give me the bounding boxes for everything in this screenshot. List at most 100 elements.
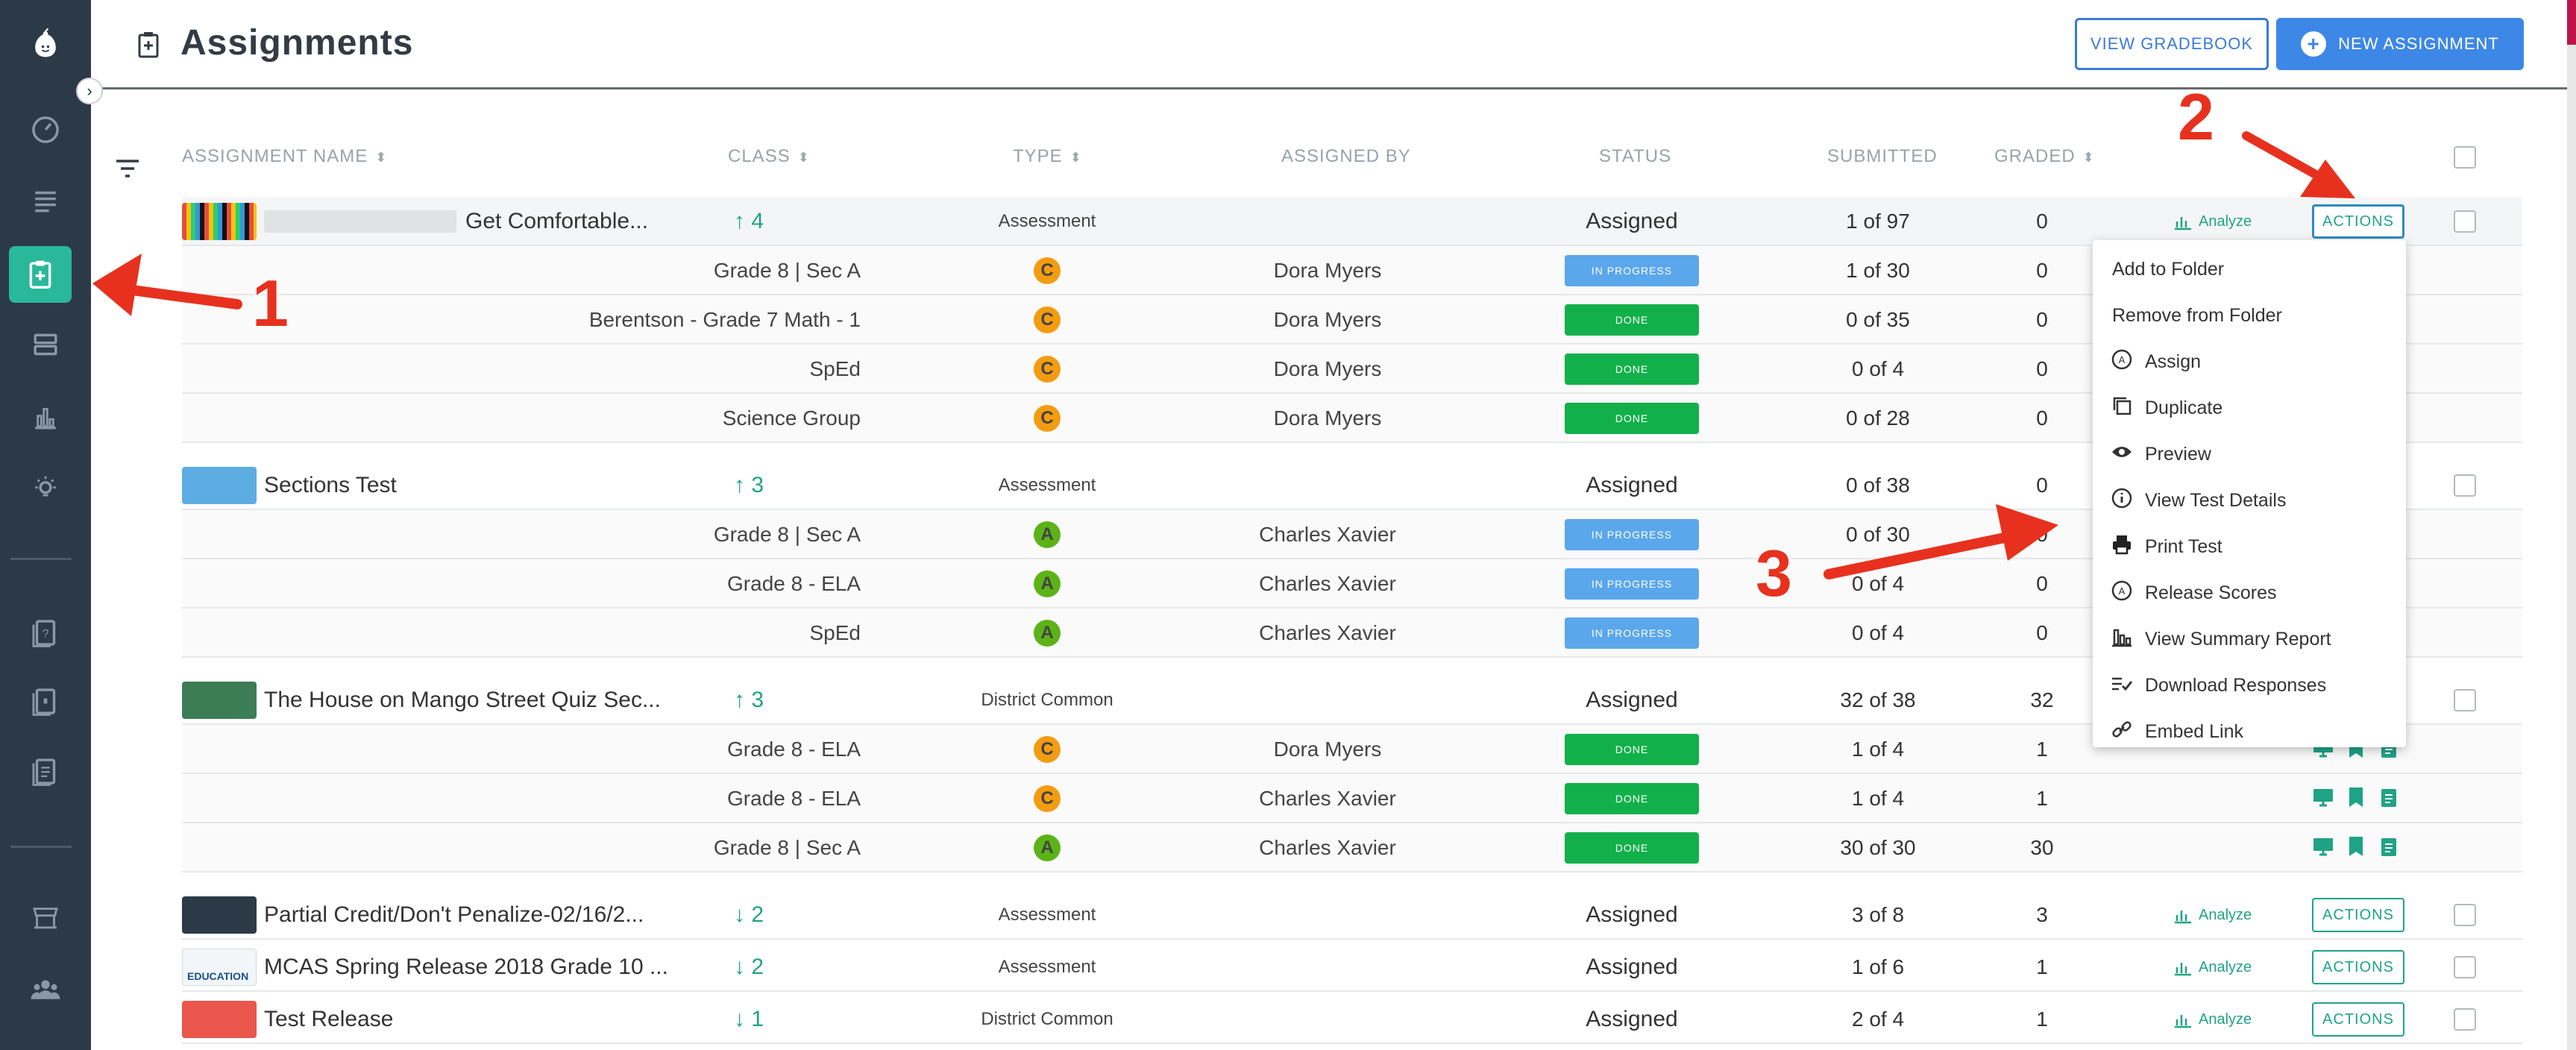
menu-item-embed-link[interactable]: Embed Link: [2111, 708, 2243, 755]
menu-item-add-to-folder[interactable]: Add to Folder: [2112, 258, 2225, 280]
table-row[interactable]: Test Release ↓ 1 District Common Assigne…: [182, 995, 2522, 1044]
sort-icon[interactable]: ⬍: [797, 150, 810, 165]
menu-item-release-scores[interactable]: A Release Scores: [2111, 570, 2276, 616]
monitor-icon[interactable]: [2312, 835, 2334, 858]
actions-button[interactable]: ACTIONS: [2312, 1002, 2404, 1037]
section-row[interactable]: Grade 8 - ELA C Dora Myers DONE 1 of 4 1: [182, 725, 2522, 774]
new-assignment-label: NEW ASSIGNMENT: [2338, 34, 2499, 53]
row-checkbox[interactable]: [2454, 210, 2476, 233]
table-row[interactable]: Get Comfortable... ↑ 4 Assessment Assign…: [182, 197, 2522, 246]
column-header-assignment-name[interactable]: ASSIGNMENT NAME ⬍: [182, 146, 388, 166]
assignment-name[interactable]: Test Release: [264, 1007, 394, 1031]
analyze-chart-icon: [2175, 217, 2191, 230]
assignment-thumbnail: EDUCATION: [182, 949, 257, 986]
test-library-icon[interactable]: [7, 671, 84, 731]
users-group-icon[interactable]: [7, 959, 84, 1019]
assignment-name[interactable]: Sections Test: [264, 473, 397, 497]
row-checkbox[interactable]: [2454, 1008, 2476, 1031]
section-class: SpEd: [809, 357, 861, 380]
svg-text:A: A: [2119, 585, 2126, 597]
sidebar-collapse-chevron-icon[interactable]: ›: [76, 78, 103, 104]
bookmark-icon[interactable]: [2345, 786, 2367, 808]
sort-icon[interactable]: ⬍: [1069, 150, 1082, 165]
analyze-link[interactable]: Analyze: [2173, 890, 2252, 940]
menu-item-remove-from-folder[interactable]: Remove from Folder: [2112, 304, 2282, 326]
layers-icon[interactable]: [7, 315, 84, 374]
analyze-link[interactable]: Analyze: [2173, 943, 2252, 992]
redacted-name-blur: [264, 210, 456, 233]
sort-icon[interactable]: ⬍: [2082, 150, 2095, 165]
section-class: Grade 8 | Sec A: [713, 523, 861, 546]
actions-button[interactable]: ACTIONS: [2312, 204, 2404, 239]
table-row[interactable]: The House on Mango Street Quiz Sec... ↑ …: [182, 676, 2522, 725]
row-checkbox[interactable]: [2454, 904, 2476, 926]
annotation-step-2: 2: [2178, 80, 2214, 154]
section-class: SpEd: [809, 621, 861, 644]
lightbulb-icon[interactable]: [7, 459, 84, 519]
assignment-thumbnail: [182, 467, 257, 504]
duplicate-icon: [2111, 394, 2133, 422]
analyze-link[interactable]: Analyze: [2173, 197, 2252, 246]
menu-item-assign[interactable]: A Assign: [2111, 339, 2201, 385]
menu-item-view-summary-report[interactable]: View Summary Report: [2111, 616, 2331, 662]
playlist-icon[interactable]: [7, 741, 84, 801]
analyze-chart-icon: [2175, 911, 2191, 924]
section-class: Berentson - Grade 7 Math - 1: [588, 308, 861, 331]
menu-item-download-responses[interactable]: Download Responses: [2111, 662, 2326, 708]
plus-icon: +: [2301, 31, 2327, 57]
column-header-class[interactable]: CLASS ⬍: [728, 146, 810, 166]
table-row[interactable]: EDUCATION MCAS Spring Release 2018 Grade…: [182, 943, 2522, 992]
bookmark-icon[interactable]: [2345, 835, 2367, 858]
scrollbar-track[interactable]: [2567, 0, 2576, 1050]
menu-item-print-test[interactable]: Print Test: [2111, 524, 2222, 570]
section-class: Grade 8 | Sec A: [713, 259, 861, 282]
section-row[interactable]: Grade 8 - ELA C Charles Xavier DONE 1 of…: [182, 774, 2522, 823]
page-header: Assignments VIEW GRADEBOOK + NEW ASSIGNM…: [91, 0, 2567, 89]
table-row[interactable]: Partial Credit/Don't Penalize-02/16/2...…: [182, 890, 2522, 940]
analyze-link[interactable]: Analyze: [2173, 995, 2252, 1044]
sort-icon[interactable]: ⬍: [375, 150, 388, 165]
assignment-name[interactable]: MCAS Spring Release 2018 Grade 10 ...: [264, 955, 668, 979]
menu-item-view-test-details[interactable]: View Test Details: [2111, 477, 2286, 524]
assignment-name[interactable]: Partial Credit/Don't Penalize-02/16/2...: [264, 902, 644, 927]
row-checkbox[interactable]: [2454, 689, 2476, 711]
reports-bar-chart-icon[interactable]: [7, 388, 84, 447]
section-class: Grade 8 - ELA: [727, 787, 861, 810]
row-checkbox[interactable]: [2454, 474, 2476, 497]
eye-icon: [2111, 441, 2133, 468]
menu-item-duplicate[interactable]: Duplicate: [2111, 385, 2222, 431]
select-all-checkbox[interactable]: [2454, 146, 2476, 169]
row-checkbox[interactable]: [2454, 956, 2476, 978]
assignment-name[interactable]: The House on Mango Street Quiz Sec...: [264, 688, 661, 712]
clipboard-icon[interactable]: [2378, 786, 2400, 808]
filter-icon[interactable]: [115, 158, 140, 179]
annotation-step-1: 1: [252, 266, 289, 340]
assignment-name[interactable]: Get Comfortable...: [465, 209, 649, 233]
storefront-icon[interactable]: [7, 887, 84, 947]
question-bank-icon[interactable]: ?: [7, 603, 84, 662]
assignment-thumbnail: [182, 682, 257, 719]
assign-circle-icon: A: [2111, 348, 2133, 376]
info-icon: [2111, 487, 2133, 515]
monitor-icon[interactable]: [2312, 786, 2334, 808]
list-icon[interactable]: [7, 172, 84, 231]
menu-item-preview[interactable]: Preview: [2111, 431, 2211, 477]
assignments-clipboard-icon[interactable]: [9, 246, 72, 303]
table-row[interactable]: Sections Test ↑ 3 Assessment Assigned 0 …: [182, 461, 2522, 510]
clipboard-icon[interactable]: [2378, 835, 2400, 858]
column-header-graded[interactable]: GRADED ⬍: [1994, 146, 2095, 166]
column-header-type[interactable]: TYPE ⬍: [1013, 146, 1082, 166]
actions-button[interactable]: ACTIONS: [2312, 950, 2404, 984]
column-header-submitted: SUBMITTED: [1827, 146, 1938, 166]
section-row[interactable]: Grade 8 | Sec A A Charles Xavier DONE 30…: [182, 823, 2522, 873]
section-action-icons: [2312, 786, 2400, 808]
dashboard-gauge-icon[interactable]: [7, 100, 84, 160]
page-title: Assignments: [180, 23, 414, 63]
view-gradebook-button[interactable]: VIEW GRADEBOOK: [2075, 18, 2269, 70]
actions-button[interactable]: ACTIONS: [2312, 898, 2404, 932]
pear-logo-icon[interactable]: [7, 13, 84, 73]
sidebar: ?: [0, 0, 91, 1050]
section-class: Grade 8 | Sec A: [713, 836, 861, 859]
column-header-status: STATUS: [1599, 146, 1672, 166]
new-assignment-button[interactable]: + NEW ASSIGNMENT: [2276, 18, 2524, 70]
